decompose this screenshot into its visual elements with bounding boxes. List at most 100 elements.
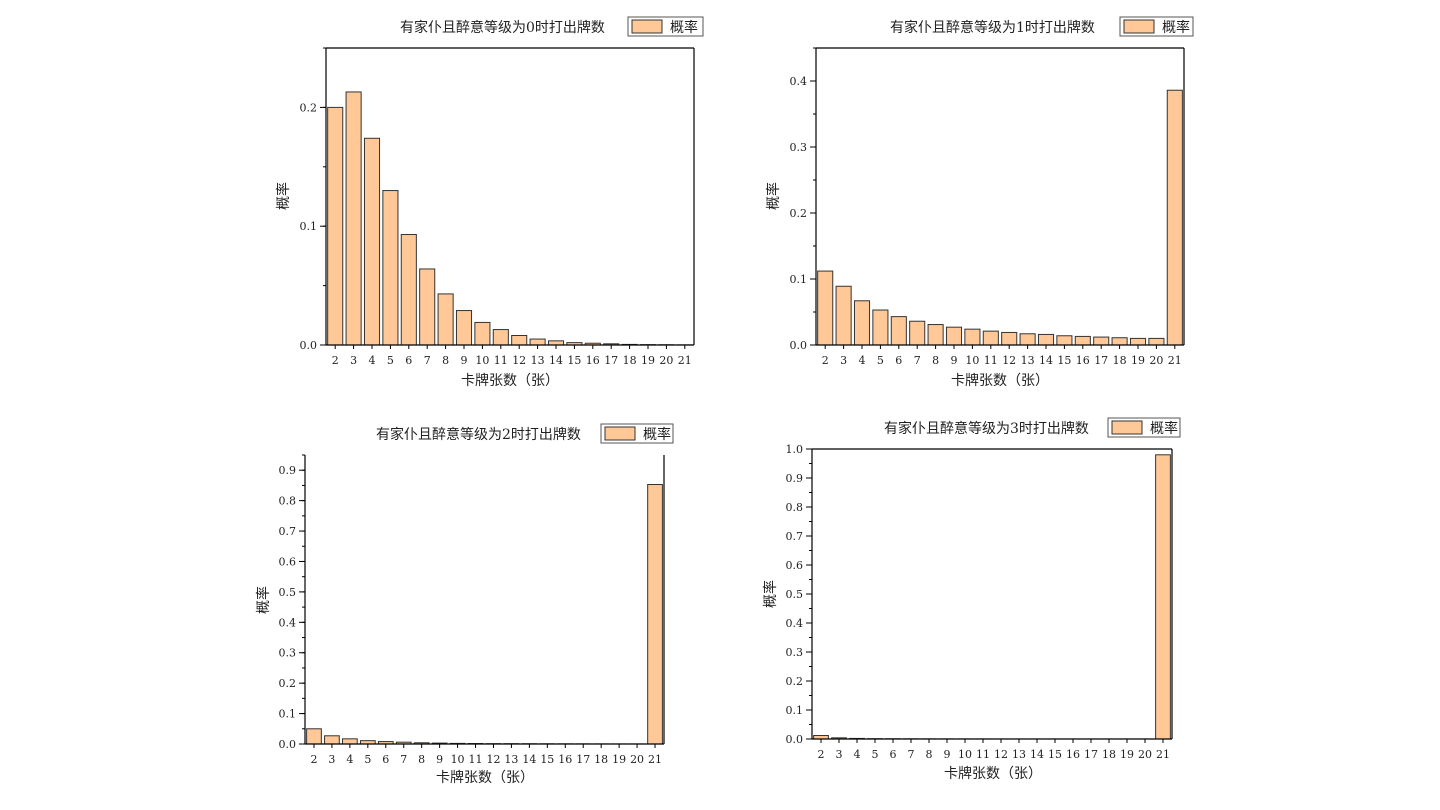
- x-tick-label: 11: [976, 748, 990, 761]
- x-tick-label: 9: [944, 748, 951, 761]
- y-tick-label: 0.0: [279, 738, 297, 751]
- x-tick-label: 8: [418, 753, 425, 766]
- y-tick-label: 1.0: [786, 443, 804, 456]
- x-tick-label: 16: [1066, 748, 1080, 761]
- bar-17: [1093, 336, 1110, 346]
- bar-13: [529, 338, 546, 346]
- x-tick-label: 14: [522, 753, 536, 766]
- bar-10: [964, 328, 981, 346]
- x-tick-label: 3: [840, 354, 847, 367]
- x-tick-label: 19: [612, 753, 626, 766]
- chart-title: 有家仆且醉意等级为3时打出牌数: [884, 420, 1089, 437]
- y-tick-label: 0.2: [279, 677, 297, 690]
- y-tick-label: 0.4: [790, 75, 808, 88]
- bar-5: [382, 190, 399, 346]
- y-tick-label: 0.1: [786, 704, 804, 717]
- x-tick-label: 16: [558, 753, 572, 766]
- bar-6: [890, 316, 907, 346]
- x-tick-label: 5: [364, 753, 371, 766]
- x-tick-label: 21: [1156, 748, 1170, 761]
- x-tick-label: 3: [350, 354, 357, 367]
- y-tick-label: 0.0: [300, 339, 318, 352]
- x-tick-label: 10: [451, 753, 465, 766]
- y-tick-label: 0.0: [786, 733, 804, 746]
- x-tick-label: 5: [872, 748, 879, 761]
- x-tick-label: 10: [965, 354, 979, 367]
- x-tick-label: 2: [310, 753, 317, 766]
- bar-3: [835, 285, 852, 346]
- x-tick-label: 4: [346, 753, 353, 766]
- y-tick-label: 0.4: [279, 616, 297, 629]
- bar-9: [945, 326, 963, 346]
- x-tick-label: 9: [461, 354, 468, 367]
- x-tick-label: 8: [932, 354, 939, 367]
- y-tick-label: 0.9: [279, 464, 297, 477]
- y-tick-label: 0.8: [786, 501, 804, 514]
- x-tick-label: 2: [822, 354, 829, 367]
- x-tick-label: 14: [549, 354, 563, 367]
- x-tick-label: 6: [895, 354, 902, 367]
- x-tick-label: 13: [531, 354, 545, 367]
- x-tick-label: 20: [1149, 354, 1163, 367]
- bar-19: [1129, 337, 1147, 346]
- legend: 概率: [1107, 417, 1181, 438]
- x-tick-label: 15: [540, 753, 554, 766]
- x-tick-label: 11: [469, 753, 483, 766]
- y-tick-label: 0.1: [300, 220, 318, 233]
- x-tick-label: 11: [984, 354, 998, 367]
- bar-8: [927, 324, 944, 346]
- chart-panel-level-3: 0.0 0.1 0.2 0.3 0.4 0.5 0.6 0.7 0.8 0.9 1.0 2 3 4 5 6 7 8…: [762, 417, 1181, 782]
- bar-4: [342, 738, 358, 745]
- x-tick-label: 4: [369, 354, 376, 367]
- bar-12: [511, 335, 528, 346]
- x-tick-label: 9: [951, 354, 958, 367]
- bar-21: [1166, 89, 1183, 346]
- x-tick-label: 5: [877, 354, 884, 367]
- bar-4: [853, 300, 871, 346]
- x-tick-label: 15: [1048, 748, 1062, 761]
- bar-13: [1019, 333, 1036, 346]
- bar-14: [547, 340, 565, 346]
- bar-4: [363, 137, 381, 346]
- bar-2: [327, 106, 344, 346]
- x-tick-label: 4: [859, 354, 866, 367]
- y-tick-label: 0.1: [279, 708, 297, 721]
- y-tick-label: 0.1: [790, 273, 808, 286]
- legend: 概率: [627, 16, 704, 37]
- y-tick-label: 0.5: [279, 586, 297, 599]
- x-tick-label: 13: [1012, 748, 1026, 761]
- x-axis-title: 卡牌张数（张）: [944, 765, 1042, 782]
- x-tick-label: 3: [328, 753, 335, 766]
- x-axis-title: 卡牌张数（张）: [951, 372, 1049, 389]
- y-tick-label: 0.0: [790, 339, 808, 352]
- bar-21: [1155, 454, 1171, 740]
- x-tick-label: 13: [1021, 354, 1035, 367]
- x-tick-label: 18: [1102, 748, 1116, 761]
- x-tick-label: 16: [1076, 354, 1090, 367]
- x-tick-label: 6: [890, 748, 897, 761]
- chart-panel-level-1: 0.0 0.1 0.2 0.3 0.4 2 3 4 5 6 7 8 9 10 11 12 13 14 15 16 17 1…: [765, 16, 1194, 389]
- x-tick-label: 7: [424, 354, 431, 367]
- y-tick-label: 0.2: [790, 207, 808, 220]
- x-tick-label: 10: [958, 748, 972, 761]
- x-tick-label: 5: [387, 354, 394, 367]
- x-tick-label: 7: [914, 354, 921, 367]
- x-tick-label: 18: [1113, 354, 1127, 367]
- bar-5: [872, 309, 889, 346]
- bar-16: [1074, 335, 1091, 346]
- x-tick-label: 18: [623, 354, 637, 367]
- bar-9: [455, 310, 473, 346]
- y-tick-label: 0.5: [786, 588, 804, 601]
- chart-title: 有家仆且醉意等级为1时打出牌数: [890, 19, 1095, 36]
- x-tick-label: 12: [486, 753, 500, 766]
- legend-label: 概率: [1150, 420, 1178, 437]
- x-tick-label: 20: [1138, 748, 1152, 761]
- x-tick-label: 6: [405, 354, 412, 367]
- x-tick-label: 13: [504, 753, 518, 766]
- x-tick-label: 12: [994, 748, 1008, 761]
- legend-swatch: [1123, 19, 1155, 34]
- x-tick-label: 2: [332, 354, 339, 367]
- bar-21: [647, 484, 663, 745]
- x-tick-label: 7: [400, 753, 407, 766]
